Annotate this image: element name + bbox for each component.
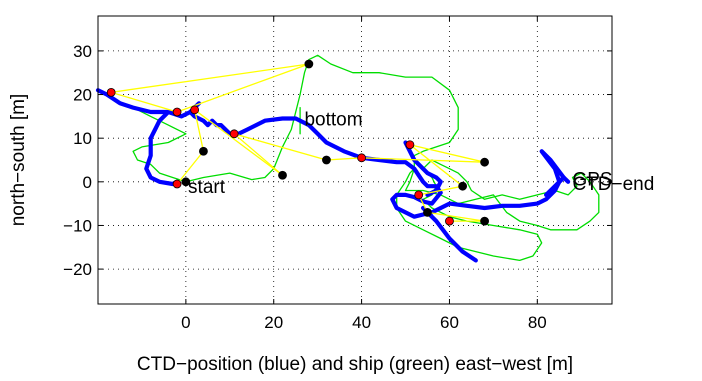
link-line-1 (110, 91, 178, 113)
ctd-track-line-3 (403, 140, 443, 197)
black-marker-2 (278, 170, 287, 180)
y-tick-label-1: −10 (63, 216, 92, 235)
ctd-track-line-1 (144, 109, 180, 187)
x-tick-label-0: 0 (181, 313, 190, 332)
x-axis-label: CTD−position (blue) and ship (green) eas… (137, 354, 573, 375)
black-marker-4 (480, 157, 489, 167)
y-tick-label-4: 20 (73, 86, 92, 105)
y-tick-label-0: −20 (63, 260, 92, 279)
red-marker-6 (414, 190, 424, 200)
link-line-4 (194, 109, 205, 152)
black-marker-1 (199, 146, 208, 156)
plot-area (98, 16, 612, 304)
link-line-8 (361, 157, 485, 163)
link-line-0 (111, 63, 309, 94)
annotation-0: start (188, 177, 226, 198)
annotation-2: GPS (572, 169, 612, 190)
red-marker-4 (357, 153, 366, 163)
red-marker-8 (172, 179, 182, 189)
link-lines (110, 63, 485, 222)
y-axis-label: north−south [m] (8, 94, 29, 227)
ctd-track-line-4 (421, 205, 478, 263)
black-marker-5 (458, 181, 468, 191)
x-tick-label-1: 20 (264, 313, 283, 332)
red-marker-3 (229, 129, 239, 139)
y-tick-label-3: 10 (73, 129, 92, 148)
link-line-15 (176, 150, 204, 185)
link-line-9 (409, 144, 485, 163)
red-marker-2 (190, 105, 200, 115)
ship-track-series (132, 54, 600, 262)
ctd-track-line-5 (539, 149, 566, 197)
black-marker-0 (304, 59, 314, 69)
red-marker-7 (445, 216, 454, 226)
y-tick-label-2: 0 (83, 173, 92, 192)
x-tick-label-2: 40 (352, 313, 371, 332)
black-marker-3 (322, 155, 331, 165)
plot-frame (97, 15, 613, 305)
link-line-2 (176, 63, 310, 113)
link-line-3 (194, 109, 283, 176)
link-line-13 (427, 211, 485, 222)
y-tick-label-5: 30 (73, 42, 92, 61)
link-line-7 (326, 157, 362, 161)
x-tick-label-3: 60 (440, 313, 459, 332)
link-line-6 (234, 133, 327, 161)
annotation-3: CTD−end (572, 174, 654, 195)
x-tick-label-4: 80 (528, 313, 547, 332)
black-marker-6 (423, 207, 432, 217)
position-markers (106, 59, 489, 226)
black-marker-8 (181, 177, 191, 187)
axis-ticks: 0 20 40 60 80 −20 −10 0 10 20 30 (63, 16, 612, 332)
red-marker-1 (172, 107, 182, 117)
ctd-track-line-0 (95, 88, 571, 219)
red-marker-0 (106, 87, 116, 97)
ship-track-line-6 (132, 54, 600, 262)
link-line-5 (233, 133, 283, 176)
link-line-10 (409, 144, 464, 187)
link-line-11 (418, 185, 463, 196)
annotation-1: bottom (304, 110, 362, 131)
black-marker-7 (480, 216, 489, 226)
red-marker-5 (405, 140, 415, 150)
